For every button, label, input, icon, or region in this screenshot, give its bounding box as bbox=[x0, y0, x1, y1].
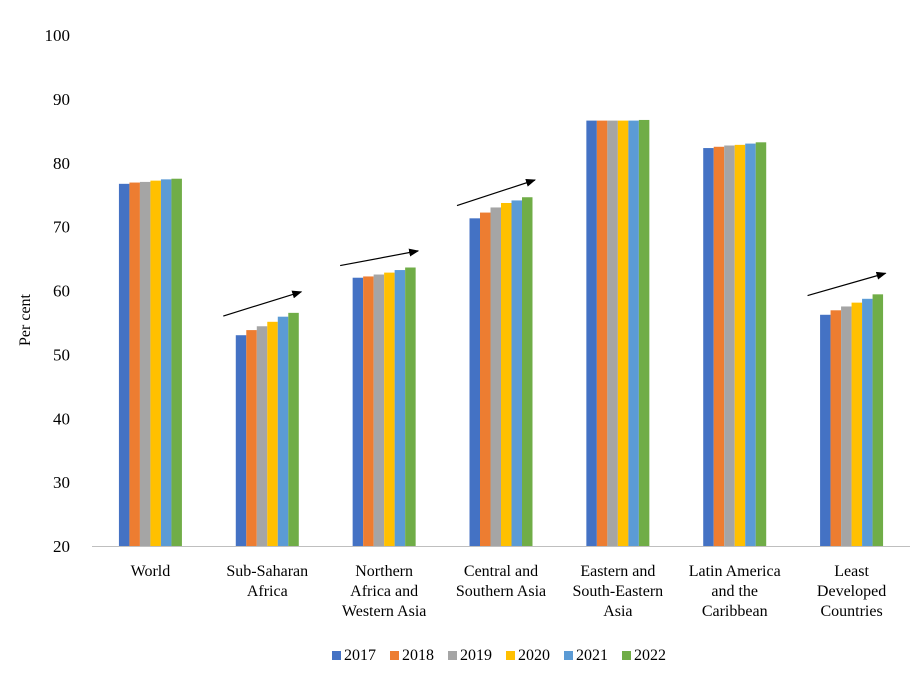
legend-label: 2018 bbox=[402, 647, 434, 664]
bar bbox=[256, 326, 268, 546]
legend-swatch bbox=[564, 651, 573, 660]
bar bbox=[160, 179, 172, 547]
bar bbox=[703, 148, 714, 546]
x-tick-label: Northern Africa and Western Asia bbox=[342, 563, 426, 620]
bar bbox=[755, 142, 767, 546]
legend-label: 2020 bbox=[518, 647, 550, 664]
bar bbox=[522, 197, 533, 546]
legend-swatch bbox=[390, 651, 399, 660]
legend-swatch bbox=[506, 651, 515, 660]
legend-swatch bbox=[622, 651, 631, 660]
bar bbox=[480, 212, 491, 546]
trend-arrow bbox=[340, 248, 420, 267]
bar bbox=[713, 146, 725, 546]
bar bbox=[352, 277, 364, 546]
bar bbox=[872, 294, 884, 546]
bar bbox=[820, 314, 831, 546]
bar bbox=[596, 120, 608, 546]
y-tick-label: 20 bbox=[53, 537, 70, 556]
y-tick-label: 70 bbox=[53, 218, 70, 237]
bars bbox=[118, 119, 884, 547]
bar bbox=[638, 119, 650, 547]
y-axis: 20 30 40 50 60 70 80 90 100 bbox=[45, 26, 71, 556]
bar bbox=[277, 316, 289, 546]
y-tick-label: 30 bbox=[53, 473, 70, 492]
y-tick-label: 80 bbox=[53, 154, 70, 173]
bar bbox=[628, 120, 639, 546]
y-tick-label: 50 bbox=[53, 345, 70, 364]
trend-arrow bbox=[223, 290, 303, 317]
y-tick-label: 90 bbox=[53, 90, 70, 109]
bar bbox=[363, 276, 374, 546]
bar bbox=[617, 120, 629, 546]
bar bbox=[607, 120, 618, 546]
bar bbox=[862, 298, 873, 546]
legend-label: 2021 bbox=[576, 647, 608, 664]
bar bbox=[830, 310, 842, 546]
bar bbox=[288, 312, 299, 546]
bar bbox=[129, 182, 140, 546]
x-tick-label: Eastern and South-Eastern Asia bbox=[573, 563, 664, 620]
trend-arrow bbox=[456, 178, 536, 207]
y-tick-label: 40 bbox=[53, 409, 70, 428]
trend-arrows bbox=[223, 178, 887, 317]
bar bbox=[171, 178, 182, 546]
bar bbox=[150, 180, 161, 546]
trend-arrow bbox=[807, 271, 887, 297]
x-tick-label: Central and Southern Asia bbox=[456, 563, 546, 600]
x-tick-label: World bbox=[131, 563, 171, 580]
bar bbox=[118, 183, 130, 547]
y-tick-label: 60 bbox=[53, 282, 70, 301]
bar bbox=[394, 270, 406, 546]
bar bbox=[724, 145, 735, 546]
bar bbox=[373, 274, 385, 546]
bar bbox=[469, 218, 480, 547]
x-axis: World Sub-Saharan Africa Northern Africa and… bbox=[92, 546, 910, 620]
legend-label: 2022 bbox=[634, 647, 666, 664]
bar bbox=[246, 330, 257, 546]
x-tick-label: Sub-Saharan Africa bbox=[226, 563, 308, 600]
y-axis-label: Per cent bbox=[17, 293, 34, 346]
legend-swatch bbox=[332, 651, 341, 660]
x-tick-label: Least Developed Countries bbox=[817, 563, 886, 620]
bar bbox=[384, 272, 395, 546]
bar bbox=[851, 302, 863, 546]
bar bbox=[745, 143, 756, 546]
bar bbox=[734, 144, 746, 547]
bar bbox=[511, 200, 522, 546]
legend: 2017 2018 2019 2020 2021 2022 bbox=[332, 647, 666, 664]
legend-swatch bbox=[448, 651, 457, 660]
bar bbox=[501, 202, 512, 546]
bar bbox=[490, 207, 501, 546]
legend-label: 2017 bbox=[344, 647, 376, 664]
bar bbox=[405, 267, 416, 546]
legend-label: 2019 bbox=[460, 647, 492, 664]
bar bbox=[235, 335, 247, 546]
x-tick-label: Latin America and the Caribbean bbox=[689, 563, 781, 620]
y-tick-label: 100 bbox=[45, 26, 71, 45]
bar bbox=[267, 321, 278, 546]
bar bbox=[586, 120, 597, 546]
bar bbox=[139, 181, 151, 546]
bar bbox=[841, 306, 852, 546]
